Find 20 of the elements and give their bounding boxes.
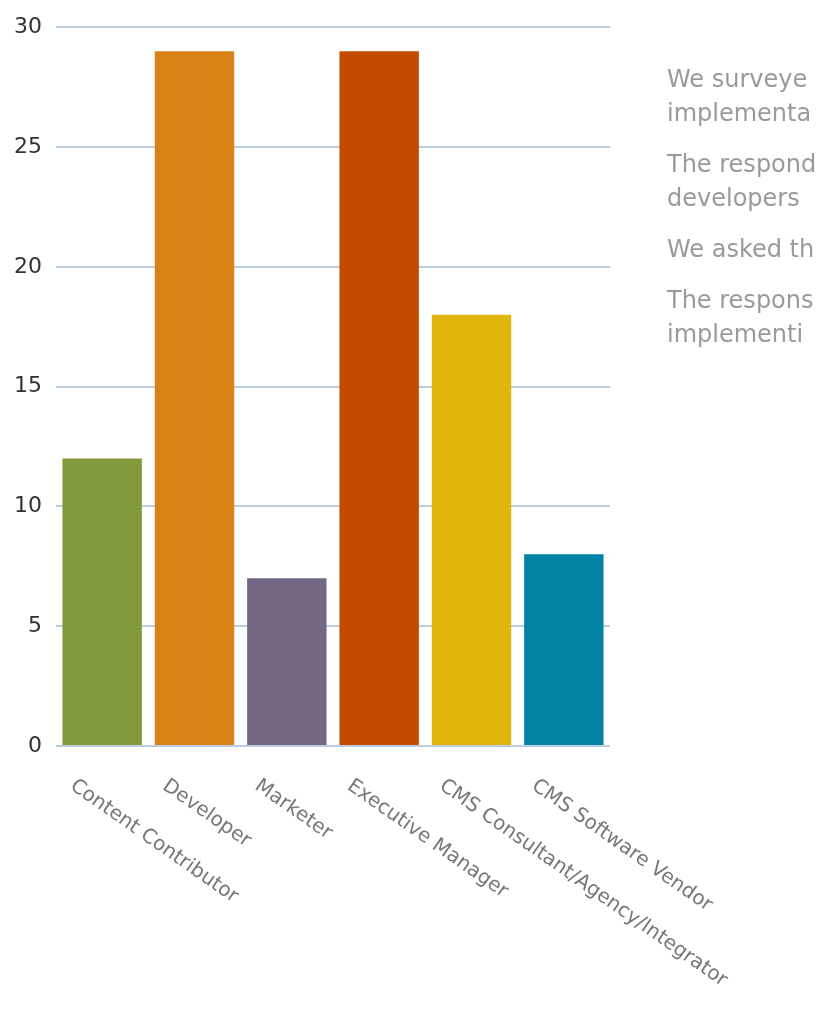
bar [431, 314, 512, 745]
bar [62, 458, 142, 745]
text: We asked th [667, 234, 816, 265]
y-tick-label: 20 [13, 252, 42, 278]
text: We surveye [667, 64, 809, 95]
y-tick-label: 30 [13, 12, 42, 38]
text: The respons [667, 285, 815, 316]
y-tick-label: 0 [27, 731, 42, 757]
y-tick-label: 5 [27, 611, 42, 637]
y-tick-label: 10 [13, 492, 42, 518]
bar [154, 51, 235, 745]
text: implementa [667, 98, 813, 129]
y-tick-label: 15 [13, 372, 42, 398]
text: developers [667, 183, 801, 214]
bar [524, 554, 604, 745]
bar [247, 578, 327, 745]
y-tick-label: 25 [13, 132, 42, 158]
text: implementi [667, 319, 805, 350]
bar [339, 51, 419, 745]
text: The respond [667, 149, 818, 180]
